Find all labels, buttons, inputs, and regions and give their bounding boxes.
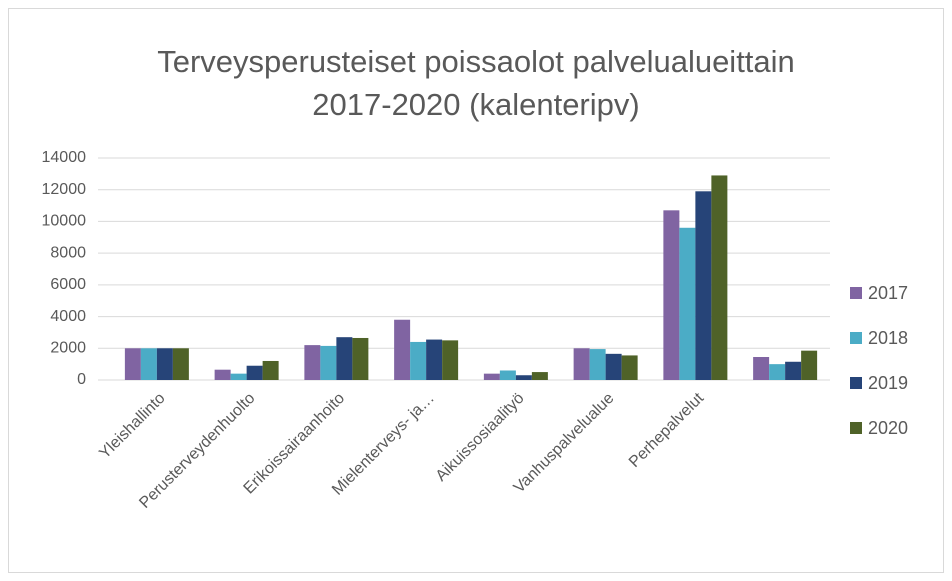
legend-swatch: [850, 422, 862, 434]
bar: [621, 355, 638, 380]
bar: [262, 360, 279, 380]
y-tick-label: 12000: [42, 181, 87, 198]
bar: [801, 350, 818, 380]
chart-border: [8, 8, 944, 573]
bar: [769, 364, 786, 380]
bar: [753, 357, 770, 380]
bar: [663, 210, 680, 380]
bar: [679, 227, 696, 380]
legend-swatch: [850, 332, 862, 344]
legend-label: 2020: [868, 418, 908, 438]
y-tick-label: 6000: [50, 276, 86, 293]
legend-swatch: [850, 287, 862, 299]
bar: [499, 370, 516, 380]
legend-label: 2017: [868, 283, 908, 303]
bar: [172, 348, 189, 380]
bar: [515, 375, 532, 380]
bar: [214, 369, 231, 380]
bar: [531, 372, 548, 380]
bar: [695, 191, 712, 380]
bar: [573, 348, 590, 380]
y-tick-label: 14000: [42, 149, 87, 166]
bar: [140, 348, 157, 380]
bar: [605, 353, 622, 380]
y-tick-label: 8000: [50, 244, 86, 261]
bar: [785, 361, 802, 380]
bar: [394, 319, 411, 380]
bar: [156, 348, 173, 380]
y-tick-label: 4000: [50, 308, 86, 325]
bar: [483, 373, 500, 380]
legend-swatch: [850, 377, 862, 389]
y-tick-label: 10000: [42, 213, 87, 230]
bar: [246, 365, 263, 380]
chart-title: Terveysperusteiset poissaolot palvelualu…: [157, 44, 795, 122]
bar: [352, 337, 369, 380]
bar: [304, 345, 321, 380]
bar: [320, 345, 337, 380]
bar: [336, 337, 353, 380]
bar: [442, 340, 459, 380]
bar: [410, 341, 427, 380]
bar: [426, 339, 443, 380]
legend-label: 2019: [868, 373, 908, 393]
bar: [124, 348, 141, 380]
y-tick-label: 2000: [50, 340, 86, 357]
y-tick-label: 0: [77, 371, 86, 388]
legend-label: 2018: [868, 328, 908, 348]
bar: [230, 373, 247, 380]
bar: [589, 349, 606, 380]
bar: [711, 175, 728, 380]
